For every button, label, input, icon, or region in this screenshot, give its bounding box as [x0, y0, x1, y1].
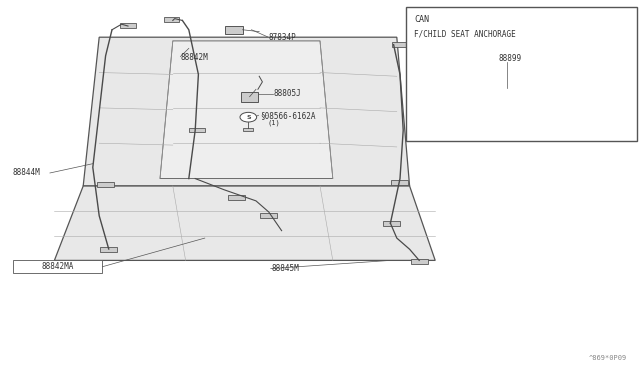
- Text: S: S: [246, 115, 251, 120]
- Bar: [383, 221, 400, 225]
- Bar: [100, 247, 117, 251]
- Text: 88844M: 88844M: [13, 169, 40, 177]
- Text: §08566-6162A: §08566-6162A: [260, 111, 316, 120]
- Circle shape: [240, 112, 257, 122]
- Bar: [228, 195, 245, 199]
- Bar: [243, 128, 253, 131]
- Text: F/CHILD SEAT ANCHORAGE: F/CHILD SEAT ANCHORAGE: [414, 30, 516, 39]
- Text: 88805J: 88805J: [274, 89, 301, 98]
- Text: CAN: CAN: [414, 15, 429, 24]
- Bar: [97, 182, 114, 186]
- Polygon shape: [83, 37, 410, 186]
- Bar: [505, 113, 515, 116]
- Text: 88899: 88899: [499, 54, 522, 63]
- Polygon shape: [160, 41, 333, 179]
- Bar: [13, 260, 102, 273]
- Text: 88842M: 88842M: [180, 53, 208, 62]
- Bar: [189, 128, 205, 132]
- Bar: [241, 92, 258, 102]
- Bar: [411, 259, 428, 263]
- Text: 88842MA: 88842MA: [42, 262, 74, 271]
- Bar: [391, 180, 408, 185]
- Bar: [164, 17, 179, 22]
- Bar: [406, 7, 637, 141]
- Bar: [260, 213, 277, 218]
- Bar: [392, 42, 408, 47]
- Text: (1): (1): [268, 119, 280, 126]
- Text: 87834P: 87834P: [269, 33, 296, 42]
- Text: 88845M: 88845M: [272, 264, 300, 273]
- Polygon shape: [54, 186, 435, 260]
- Bar: [120, 23, 136, 28]
- Ellipse shape: [497, 93, 523, 102]
- Bar: [225, 26, 243, 34]
- Text: ^869*0P09: ^869*0P09: [589, 355, 627, 361]
